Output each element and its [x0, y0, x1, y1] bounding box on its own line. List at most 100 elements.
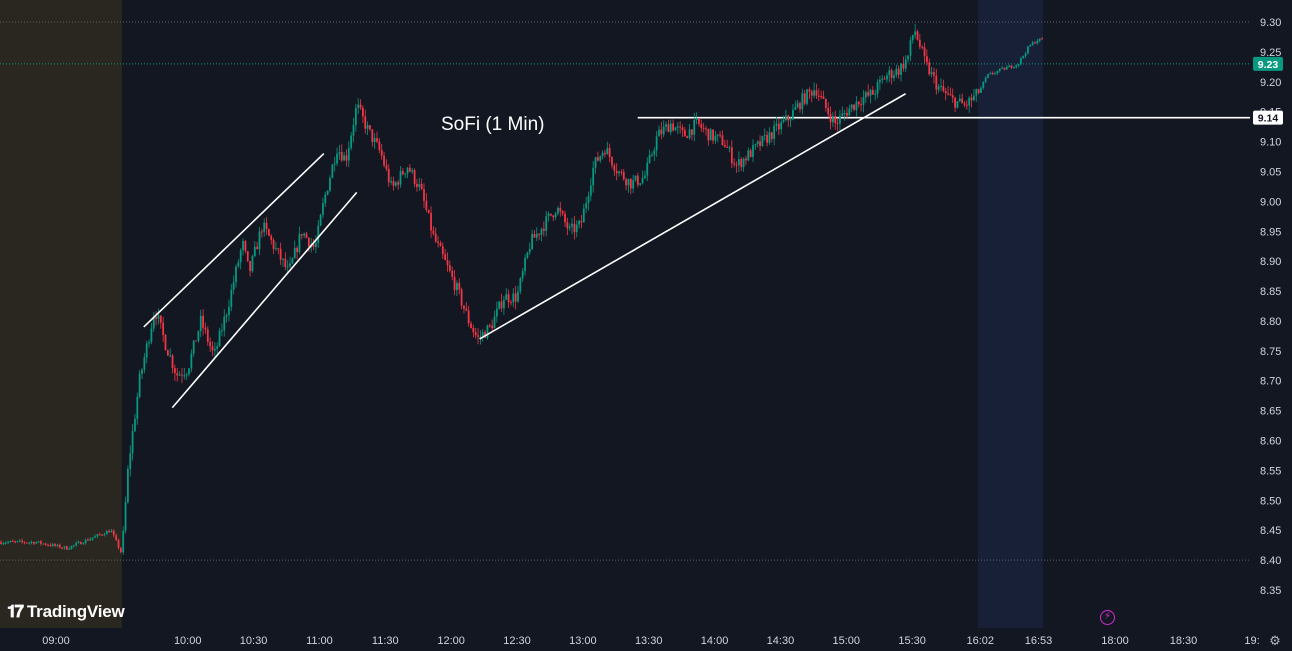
candle-body	[237, 262, 240, 267]
price-axis[interactable]: 9.309.259.209.159.109.059.008.958.908.85…	[1250, 0, 1292, 628]
candle-body	[68, 548, 71, 550]
candle-body	[693, 119, 696, 135]
candle-body	[166, 350, 169, 356]
candle-body	[427, 209, 430, 214]
candle-body	[911, 34, 914, 41]
candle-body	[392, 181, 395, 186]
price-axis-background	[1250, 0, 1292, 628]
candle-body	[980, 87, 982, 93]
candle-body	[352, 124, 355, 136]
candle-body	[258, 231, 261, 250]
candle-body	[557, 207, 559, 214]
candle-body	[56, 544, 59, 546]
candle-body	[387, 168, 390, 183]
candle-body	[510, 302, 512, 304]
candle-body	[813, 90, 815, 96]
candle-body	[378, 141, 381, 150]
candle-body	[150, 328, 153, 343]
candle-body	[178, 374, 181, 376]
session-backgrounds	[0, 0, 1044, 628]
candle-body	[430, 213, 432, 231]
candle-body	[754, 144, 757, 146]
candle-body	[587, 195, 590, 204]
candle-body	[58, 544, 61, 548]
candle-body	[16, 541, 19, 543]
candle-body	[470, 323, 472, 329]
candle-body	[418, 184, 421, 188]
candle-body	[218, 330, 221, 347]
candle-body	[326, 190, 329, 195]
candle-body	[651, 154, 653, 156]
candle-body	[780, 121, 783, 130]
candle-body	[923, 47, 926, 57]
time-axis[interactable]: 09:00 10:00 10:30 11:00 11:30 12:00 12:30 13:00…	[0, 628, 1292, 651]
candle-body	[498, 301, 501, 309]
candle-body	[594, 157, 597, 168]
candle-body	[61, 547, 63, 549]
candle-body	[531, 234, 533, 250]
candle-body	[620, 171, 623, 173]
price-badges: 9.23 9.14	[1253, 56, 1283, 125]
candle-body	[343, 155, 345, 161]
y-tick-label: 8.80	[1260, 316, 1281, 328]
candle-body	[192, 340, 195, 354]
candle-body	[942, 85, 945, 91]
candle-body	[625, 179, 627, 186]
candle-body	[582, 208, 585, 223]
candle-body	[721, 135, 724, 146]
candle-body	[975, 89, 978, 96]
candle-body	[282, 258, 284, 260]
x-tick-label: 11:00	[306, 635, 333, 647]
candle-body	[2, 543, 5, 545]
candle-body	[322, 203, 324, 215]
candle-body	[416, 183, 418, 188]
candle-body	[296, 247, 298, 252]
candle-body	[289, 263, 291, 267]
candle-body	[808, 89, 811, 92]
candle-body	[366, 125, 369, 129]
candle-body	[1029, 44, 1032, 47]
candle-body	[589, 185, 592, 196]
candle-body	[409, 167, 411, 172]
candle-body	[937, 86, 940, 90]
candle-body	[535, 233, 538, 238]
candle-body	[747, 150, 750, 161]
candle-body	[770, 132, 773, 139]
lightning-icon[interactable]: ⚡	[1100, 610, 1115, 625]
candle-body	[7, 542, 9, 544]
candle-body	[141, 369, 143, 374]
candle-body	[256, 246, 259, 250]
gear-icon[interactable]: ⚙	[1269, 633, 1281, 648]
candle-body	[634, 175, 637, 181]
candle-body	[672, 123, 674, 131]
candle-body	[888, 70, 891, 76]
candle-body	[726, 146, 729, 148]
y-tick-label: 8.75	[1260, 346, 1281, 358]
candle-body	[855, 101, 858, 110]
candle-body	[987, 74, 989, 78]
candle-body	[63, 546, 66, 548]
candle-body	[331, 164, 334, 179]
candle-body	[350, 135, 353, 148]
candle-body	[683, 129, 686, 137]
candle-body	[385, 165, 388, 169]
candle-body	[204, 327, 207, 330]
candle-body	[733, 163, 736, 165]
candle-body	[364, 116, 367, 129]
candle-body	[456, 282, 458, 291]
candle-body	[91, 537, 94, 540]
candle-body	[376, 138, 378, 142]
candle-body	[0, 542, 2, 544]
candle-body	[554, 213, 557, 218]
candle-body	[874, 93, 877, 95]
candle-body	[232, 282, 235, 290]
candle-body	[162, 322, 165, 335]
candle-body	[681, 127, 684, 130]
candle-body	[300, 234, 303, 236]
candle-body	[75, 542, 78, 546]
candle-body	[155, 317, 157, 319]
candle-body	[65, 546, 68, 550]
candle-body	[862, 97, 865, 105]
candle-body	[87, 539, 89, 541]
